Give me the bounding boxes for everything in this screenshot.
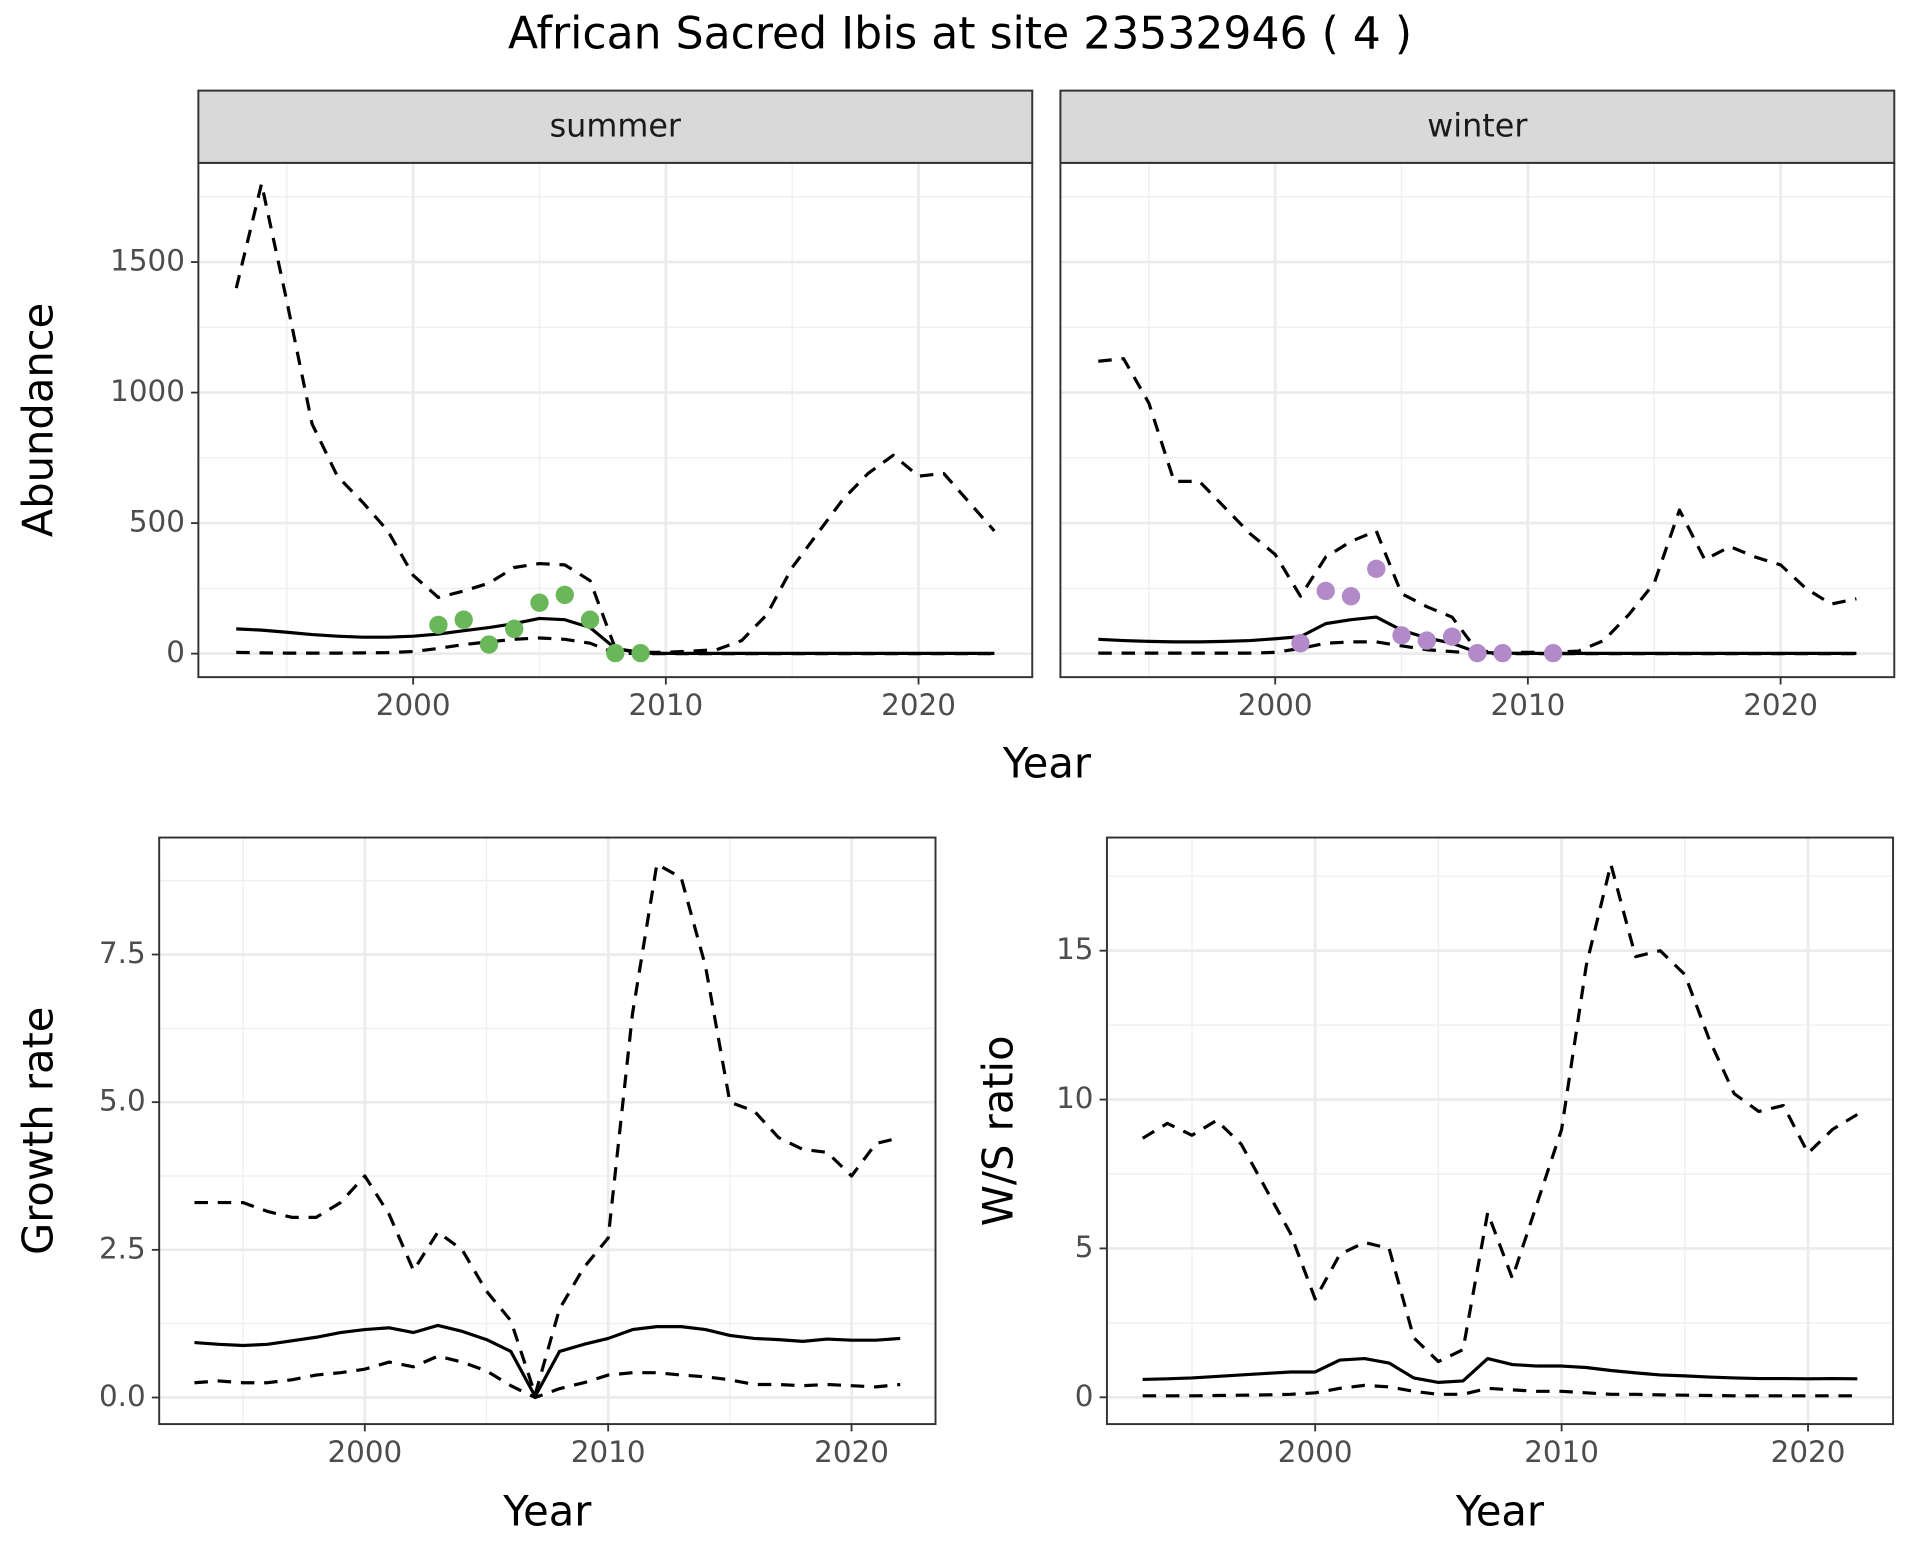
interval-line [1141,862,1859,1364]
y-tick-label: 10 [1056,1081,1093,1115]
interval-line [194,1354,901,1400]
observed-point [555,585,574,605]
x-tick-label: 2000 [1238,688,1313,722]
panel-background [159,837,936,1425]
interval-line [234,182,996,654]
panel-border [1105,836,1895,1426]
panel-background [198,162,1033,678]
y-tick-label: 0.0 [99,1379,146,1413]
x-tick-label: 2010 [571,1435,646,1469]
x-tick-label: 2000 [1278,1435,1353,1469]
y-tick-label: 7.5 [99,936,146,970]
x-tick-label: 2020 [881,688,956,722]
x-axis-title: Year [1002,739,1092,788]
y-tick-label: 2.5 [99,1231,146,1265]
interval-line [1142,1383,1858,1398]
observed-point [429,615,448,635]
x-tick-label: 2020 [1743,688,1818,722]
strip [197,89,1034,164]
observed-point [1417,631,1436,650]
y-axis-title: W/S ratio [974,1035,1023,1226]
y-tick-label: 15 [1056,932,1093,966]
y-tick-label: 1500 [110,244,185,278]
panel-border [158,836,937,1426]
x-tick-label: 2000 [327,1435,402,1469]
x-tick-label: 2010 [628,688,703,722]
x-tick-label: 2020 [1771,1435,1846,1469]
observed-point [580,610,600,629]
y-tick-label: 0 [166,635,185,669]
observed-point [530,593,549,612]
figure-title: African Sacred Ibis at site 23532946 ( 4… [508,9,1412,60]
y-axis-title: Abundance [14,303,63,537]
x-axis-title: Year [1455,1487,1545,1536]
y-tick-label: 0 [1075,1379,1094,1413]
x-tick-label: 2010 [1524,1435,1599,1469]
observed-point [1316,581,1335,601]
y-tick-label: 5.0 [99,1084,146,1118]
strip-label: winter [1427,106,1528,144]
y-tick-label: 5 [1075,1230,1094,1264]
panel-background [1060,162,1895,678]
observed-point [1291,634,1310,653]
observed-point [631,643,650,663]
observed-point [505,619,524,639]
y-tick-label: 1000 [110,374,185,408]
observed-point [454,610,473,629]
observed-point [1367,559,1386,578]
mean-line [1142,1356,1858,1384]
observed-point [1392,626,1411,645]
strip-label: summer [550,106,682,144]
y-tick-label: 500 [129,505,185,539]
panel-background [1106,837,1894,1425]
observed-point [606,643,625,663]
observed-point [1543,643,1563,663]
mean-line [194,1323,901,1398]
observed-point [1442,627,1462,646]
x-tick-label: 2020 [814,1435,889,1469]
observed-point [1468,643,1487,663]
interval-line [194,862,901,1397]
x-tick-label: 2010 [1491,688,1566,722]
observed-point [479,635,499,654]
x-axis-title: Year [502,1487,592,1536]
x-tick-label: 2000 [376,688,451,722]
strip [1059,89,1896,164]
observed-point [1341,587,1361,606]
y-axis-title: Growth rate [14,1007,63,1255]
observed-point [1493,643,1512,663]
